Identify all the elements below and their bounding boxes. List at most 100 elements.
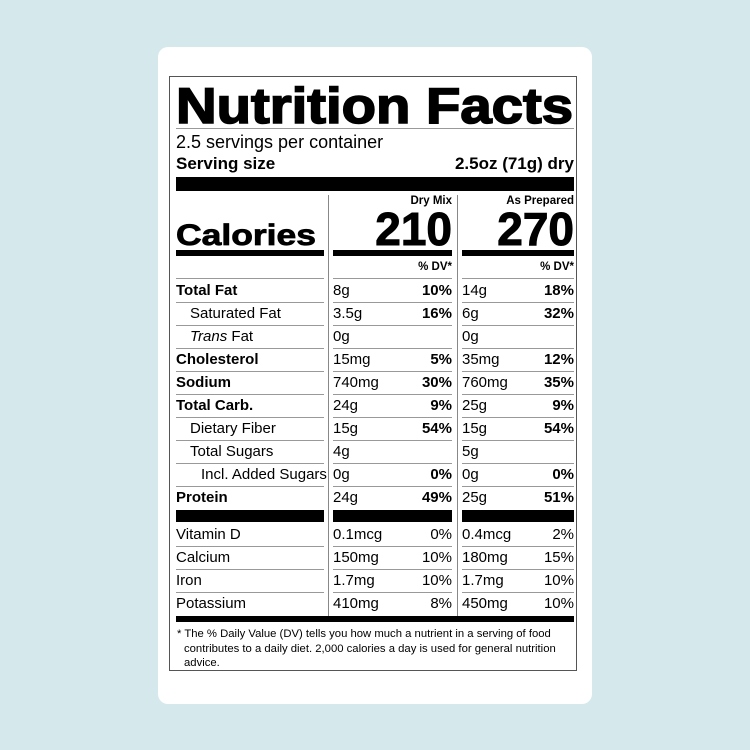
nutrient-label: Calcium <box>176 549 231 566</box>
row-divider <box>176 371 324 372</box>
dry-amount: 1.7mg <box>333 572 375 589</box>
nutrition-label <box>169 76 577 671</box>
dv-header: % DV* <box>540 261 574 273</box>
column-divider <box>328 195 329 622</box>
prepared-amount: 6g <box>462 305 479 322</box>
row-divider <box>176 592 324 593</box>
dry-dv: 54% <box>421 420 452 437</box>
prepared-amount: 25g <box>462 489 488 506</box>
nutrient-label: Total Fat <box>176 282 238 299</box>
row-divider <box>176 417 324 418</box>
nutrient-label: Iron <box>176 572 202 589</box>
prepared-amount: 15g <box>462 420 488 437</box>
prepared-amount: 14g <box>462 282 488 299</box>
divider <box>176 128 574 129</box>
row-divider <box>176 325 324 326</box>
row-divider <box>462 371 574 372</box>
bottom-bar <box>176 616 574 622</box>
dv-header: % DV* <box>418 261 452 273</box>
dry-dv: 0% <box>430 466 452 483</box>
calories-bar <box>176 250 324 256</box>
row-divider <box>333 278 452 279</box>
title-text: Nutrition Facts <box>176 80 573 130</box>
nutrient-label: Dietary Fiber <box>190 420 276 437</box>
prepared-amount: 0g <box>462 328 479 345</box>
nutrient-label: Incl. Added Sugars <box>201 466 327 483</box>
dry-amount: 15mg <box>333 351 371 368</box>
prepared-dv: 35% <box>543 374 574 391</box>
prepared-amount: 35mg <box>462 351 500 368</box>
prepared-amount: 5g <box>462 443 479 460</box>
prepared-dv: 9% <box>552 397 574 414</box>
prepared-calories-value: 270 <box>497 205 574 250</box>
dry-amount: 740mg <box>333 374 379 391</box>
prepared-dv: 51% <box>543 489 574 506</box>
dry-amount: 8g <box>333 282 350 299</box>
row-divider <box>333 440 452 441</box>
dry-mix-header: Dry Mix <box>410 195 452 207</box>
column-divider <box>457 195 458 622</box>
dry-amount: 0g <box>333 328 350 345</box>
dry-calories: 210 <box>375 205 452 250</box>
nutrient-label: Potassium <box>176 595 247 612</box>
calories-bar <box>462 250 574 256</box>
nutrient-label: Trans Fat <box>190 328 254 345</box>
row-divider <box>333 325 452 326</box>
row-divider <box>333 486 452 487</box>
prepared-dv: 18% <box>543 282 574 299</box>
dry-amount: 15g <box>333 420 359 437</box>
row-divider <box>333 371 452 372</box>
section-bar <box>333 510 452 522</box>
nutrient-label: Total Sugars <box>190 443 274 460</box>
footnote: * The % Daily Value (DV) tells you how m… <box>177 628 556 669</box>
row-divider <box>333 417 452 418</box>
dry-dv: 16% <box>421 305 452 322</box>
nutrient-label: Cholesterol <box>176 351 259 368</box>
dry-amount: 4g <box>333 443 350 460</box>
prepared-dv: 0% <box>552 466 574 483</box>
prepared-dv: 54% <box>543 420 574 437</box>
dry-dv: 10% <box>421 572 452 589</box>
prepared-dv: 10% <box>543 572 574 589</box>
thick-bar <box>176 177 574 191</box>
as-prepared-header: As Prepared <box>506 195 574 207</box>
row-divider <box>462 302 574 303</box>
nutrient-label: Total Carb. <box>176 397 254 414</box>
nutrient-label: Sodium <box>176 374 231 391</box>
row-divider <box>462 463 574 464</box>
row-divider <box>176 394 324 395</box>
row-divider <box>176 348 324 349</box>
row-divider <box>176 546 324 547</box>
prepared-dv: 10% <box>543 595 574 612</box>
calories-bar <box>333 250 452 256</box>
servings-per-container: 2.5 servings per container <box>176 132 384 152</box>
serving-size-value: 2.5oz (71g) dry <box>454 154 574 173</box>
section-bar <box>176 510 324 522</box>
row-divider <box>462 325 574 326</box>
row-divider <box>462 546 574 547</box>
dry-amount: 410mg <box>333 595 379 612</box>
dry-calories-value: 210 <box>375 205 452 250</box>
row-divider <box>462 486 574 487</box>
prepared-amount: 25g <box>462 397 488 414</box>
nutrient-label: Saturated Fat <box>190 305 281 322</box>
prepared-amount: 760mg <box>462 374 508 391</box>
row-divider <box>462 592 574 593</box>
prepared-amount: 0g <box>462 466 479 483</box>
calories-label: Calories <box>176 219 316 250</box>
prepared-amount: 180mg <box>462 549 508 566</box>
row-divider <box>462 440 574 441</box>
dry-amount: 3.5g <box>333 305 363 322</box>
row-divider <box>333 302 452 303</box>
row-divider <box>176 440 324 441</box>
serving-size-label: Serving size <box>176 154 276 173</box>
dry-dv: 8% <box>430 595 452 612</box>
nutrient-label: Vitamin D <box>176 526 241 543</box>
row-divider <box>333 569 452 570</box>
row-divider <box>176 302 324 303</box>
card <box>158 47 592 704</box>
prepared-amount: 0.4mcg <box>462 526 512 543</box>
row-divider <box>333 394 452 395</box>
row-divider <box>462 394 574 395</box>
row-divider <box>462 569 574 570</box>
